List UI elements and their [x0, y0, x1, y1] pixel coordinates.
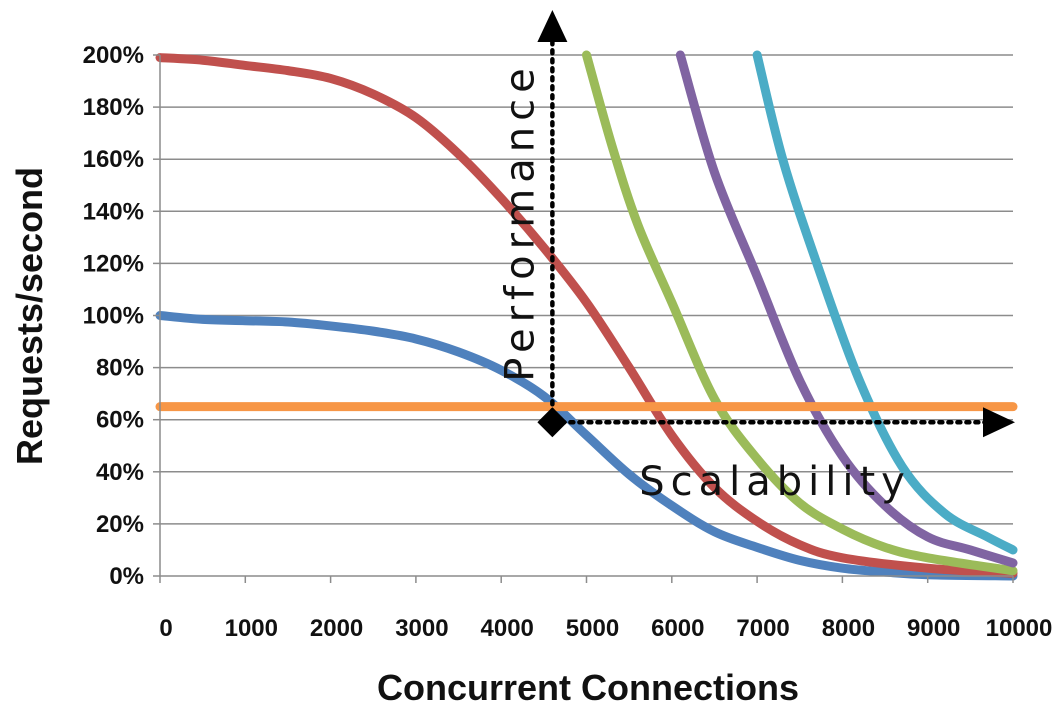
x-tick-label: 4000	[481, 615, 534, 642]
x-tick-label: 0	[159, 615, 172, 642]
x-tick-label: 2000	[310, 615, 363, 642]
y-tick-label: 160%	[83, 146, 144, 173]
performance-arrowhead	[537, 10, 568, 42]
x-axis-title: Concurrent Connections	[377, 667, 799, 708]
axes: 0% 20% 40% 60% 80% 100% 120% 140% 160% 180% 200% 0 1…	[83, 42, 1053, 642]
x-tick-label: 10000	[986, 615, 1053, 642]
grid-lines	[160, 54, 1013, 525]
scalability-arrowhead	[983, 407, 1015, 438]
y-tick-label: 100%	[83, 303, 144, 330]
y-tick-label: 180%	[83, 94, 144, 121]
series-line-4	[675, 50, 1018, 568]
x-tick-label: 9000	[907, 615, 960, 642]
performance-label: Performance	[497, 62, 543, 381]
y-tick-label: 120%	[83, 250, 144, 277]
y-tick-label: 40%	[96, 459, 144, 486]
y-tick-label: 80%	[96, 355, 144, 382]
x-tick-label: 6000	[651, 615, 704, 642]
x-tick-label: 8000	[822, 615, 875, 642]
x-tick-label: 5000	[566, 615, 619, 642]
y-tick-label: 200%	[83, 42, 144, 69]
x-tick-label: 7000	[736, 615, 789, 642]
y-tick-label: 20%	[96, 511, 144, 538]
y-tick-label: 60%	[96, 407, 144, 434]
series-layer	[155, 50, 1018, 581]
x-tick-label: 3000	[395, 615, 448, 642]
y-tick-label: 0%	[109, 563, 144, 590]
origin-diamond	[537, 407, 568, 438]
y-tick-label: 140%	[83, 198, 144, 225]
series-line-2	[155, 53, 1018, 578]
y-axis-title: Requests/second	[9, 167, 50, 465]
scalability-label: Scalability	[639, 459, 911, 505]
annotations: Performance Scalability	[497, 10, 1015, 505]
series-line-5	[752, 50, 1018, 555]
x-tick-label: 1000	[225, 615, 278, 642]
series-line-3	[582, 50, 1018, 576]
